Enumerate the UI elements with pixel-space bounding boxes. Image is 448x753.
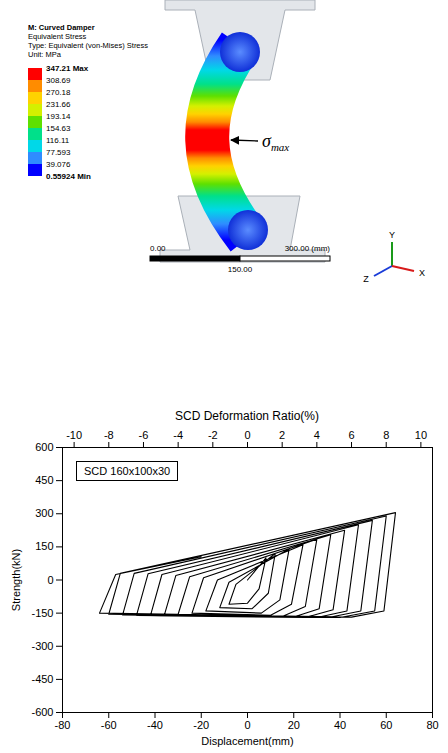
svg-text:X: X: [419, 268, 425, 278]
svg-text:0.55924 Min: 0.55924 Min: [46, 172, 91, 181]
svg-text:Z: Z: [363, 274, 369, 284]
svg-text:0.00: 0.00: [150, 244, 166, 253]
svg-text:-2: -2: [208, 429, 218, 441]
svg-text:77.593: 77.593: [46, 148, 71, 157]
svg-text:193.14: 193.14: [46, 112, 71, 121]
svg-text:150: 150: [35, 540, 53, 552]
svg-text:-300: -300: [31, 640, 53, 652]
svg-text:-6: -6: [139, 429, 149, 441]
svg-text:20: 20: [288, 719, 300, 731]
svg-text:σmax: σmax: [262, 131, 289, 153]
svg-text:6: 6: [348, 429, 354, 441]
svg-text:-600: -600: [31, 706, 53, 718]
svg-text:-8: -8: [104, 429, 114, 441]
svg-text:150.00: 150.00: [228, 265, 253, 274]
svg-text:347.21 Max: 347.21 Max: [46, 64, 89, 73]
svg-text:M: Curved Damper: M: Curved Damper: [28, 23, 95, 32]
svg-text:308.69: 308.69: [46, 76, 71, 85]
svg-text:300.00 (mm): 300.00 (mm): [285, 244, 331, 253]
svg-text:Strength(kN): Strength(kN): [10, 549, 22, 611]
svg-text:-80: -80: [55, 719, 71, 731]
svg-text:231.66: 231.66: [46, 100, 71, 109]
svg-text:-150: -150: [31, 607, 53, 619]
html-text:SCD 160x100x30: SCD 160x100x30: [84, 465, 171, 477]
svg-text:-4: -4: [173, 429, 183, 441]
svg-text:80: 80: [426, 719, 438, 731]
svg-text:Equivalent Stress: Equivalent Stress: [28, 32, 87, 41]
svg-text:0: 0: [47, 574, 53, 586]
svg-text:-450: -450: [31, 673, 53, 685]
svg-text:40: 40: [334, 719, 346, 731]
svg-text:39.076: 39.076: [46, 160, 71, 169]
svg-text:60: 60: [380, 719, 392, 731]
svg-text:Displacement(mm): Displacement(mm): [201, 735, 293, 747]
svg-text:-20: -20: [193, 719, 209, 731]
svg-text:154.63: 154.63: [46, 124, 71, 133]
svg-text:300: 300: [35, 507, 53, 519]
svg-text:2: 2: [279, 429, 285, 441]
svg-text:-60: -60: [101, 719, 117, 731]
svg-text:270.18: 270.18: [46, 88, 71, 97]
svg-text:8: 8: [383, 429, 389, 441]
svg-text:-10: -10: [66, 429, 82, 441]
svg-text:4: 4: [314, 429, 320, 441]
svg-text:Type: Equivalent (von-Mises) S: Type: Equivalent (von-Mises) Stress: [28, 41, 148, 50]
svg-text:600: 600: [35, 441, 53, 453]
html-text:SCD Deformation Ratio(%): SCD Deformation Ratio(%): [175, 409, 319, 423]
svg-text:Y: Y: [389, 230, 395, 240]
svg-text:0: 0: [244, 719, 250, 731]
svg-text:-40: -40: [147, 719, 163, 731]
svg-text:0: 0: [244, 429, 250, 441]
svg-text:10: 10: [415, 429, 427, 441]
svg-text:450: 450: [35, 474, 53, 486]
svg-text:116.11: 116.11: [46, 136, 70, 145]
svg-text:Unit: MPa: Unit: MPa: [28, 50, 62, 59]
